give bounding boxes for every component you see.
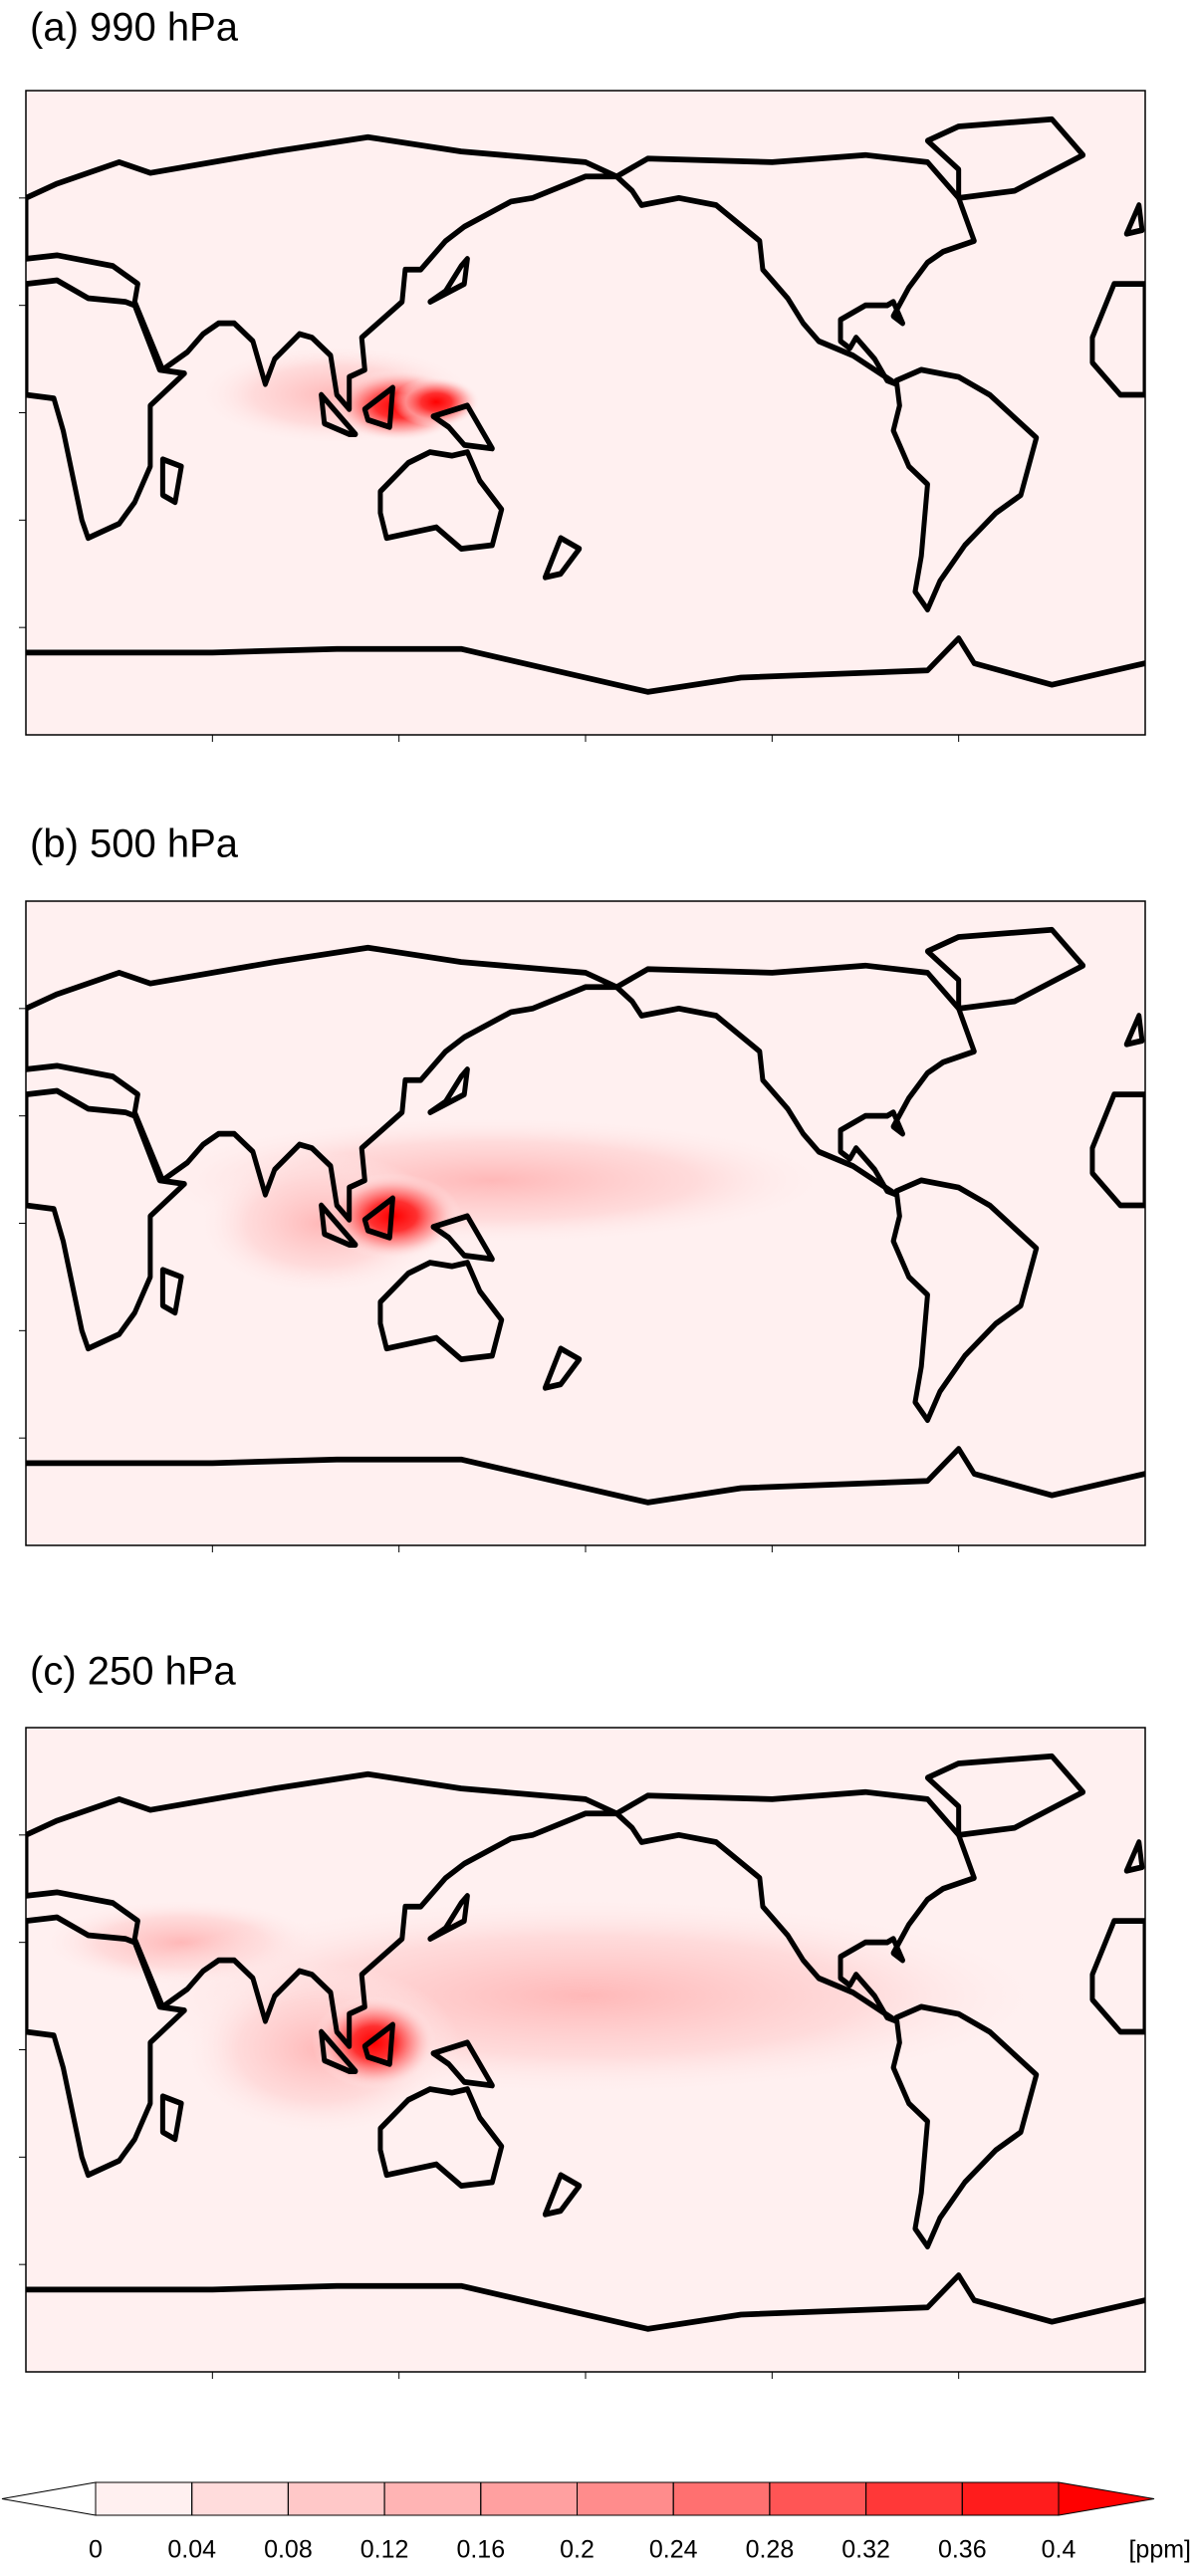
map bbox=[19, 900, 1146, 1552]
panel-title: (a) 990 hPa bbox=[30, 6, 239, 50]
colorbar-segment bbox=[287, 2481, 385, 2516]
colorbar-tick-label: 0.12 bbox=[360, 2536, 409, 2564]
colorbar-tick-label: 0.4 bbox=[1042, 2536, 1076, 2564]
colorbar-tick-label: 0.28 bbox=[746, 2536, 795, 2564]
colorbar-unit: [ppm] bbox=[1128, 2536, 1191, 2564]
panel: (c) 250 hPa bbox=[19, 1650, 1146, 2379]
panel: (a) 990 hPa bbox=[19, 6, 1146, 742]
panel-title: (b) 500 hPa bbox=[30, 822, 239, 866]
colorbar-segment bbox=[383, 2481, 482, 2516]
colorbar-tick-label: 0.04 bbox=[167, 2536, 216, 2564]
colorbar-tick-label: 0.32 bbox=[841, 2536, 890, 2564]
colorbar-over bbox=[1058, 2481, 1155, 2516]
colorbar: 0 0.04 0.08 0.12 0.16 0.2 0.24 0.28 0.32 0.36 0.4 [… bbox=[1, 2481, 1191, 2564]
map bbox=[19, 90, 1146, 742]
panel-title: (c) 250 hPa bbox=[30, 1650, 237, 1694]
colorbar-segment bbox=[961, 2481, 1060, 2516]
map bbox=[19, 1727, 1146, 2379]
colorbar-tick-label: 0.16 bbox=[456, 2536, 505, 2564]
colorbar-segment bbox=[480, 2481, 578, 2516]
colorbar-segment bbox=[769, 2481, 867, 2516]
colorbar-tick-label: 0.2 bbox=[560, 2536, 595, 2564]
colorbar-under bbox=[1, 2481, 97, 2516]
colorbar-segment bbox=[191, 2481, 289, 2516]
colorbar-segment bbox=[95, 2481, 193, 2516]
colorbar-tick-label: 0.24 bbox=[649, 2536, 698, 2564]
colorbar-segment bbox=[577, 2481, 674, 2516]
colorbar-tick-label: 0.08 bbox=[264, 2536, 313, 2564]
concentration-plume bbox=[392, 376, 480, 427]
panel: (b) 500 hPa bbox=[19, 822, 1146, 1552]
panels: (a) 990 hPa (b) 500 hPa (c) 250 hPa bbox=[19, 6, 1146, 2379]
colorbar-segment bbox=[672, 2481, 771, 2516]
colorbar-segment bbox=[865, 2481, 963, 2516]
colorbar-tick-label: 0 bbox=[89, 2536, 103, 2564]
map-background bbox=[26, 91, 1145, 735]
colorbar-tick-label: 0.36 bbox=[938, 2536, 987, 2564]
